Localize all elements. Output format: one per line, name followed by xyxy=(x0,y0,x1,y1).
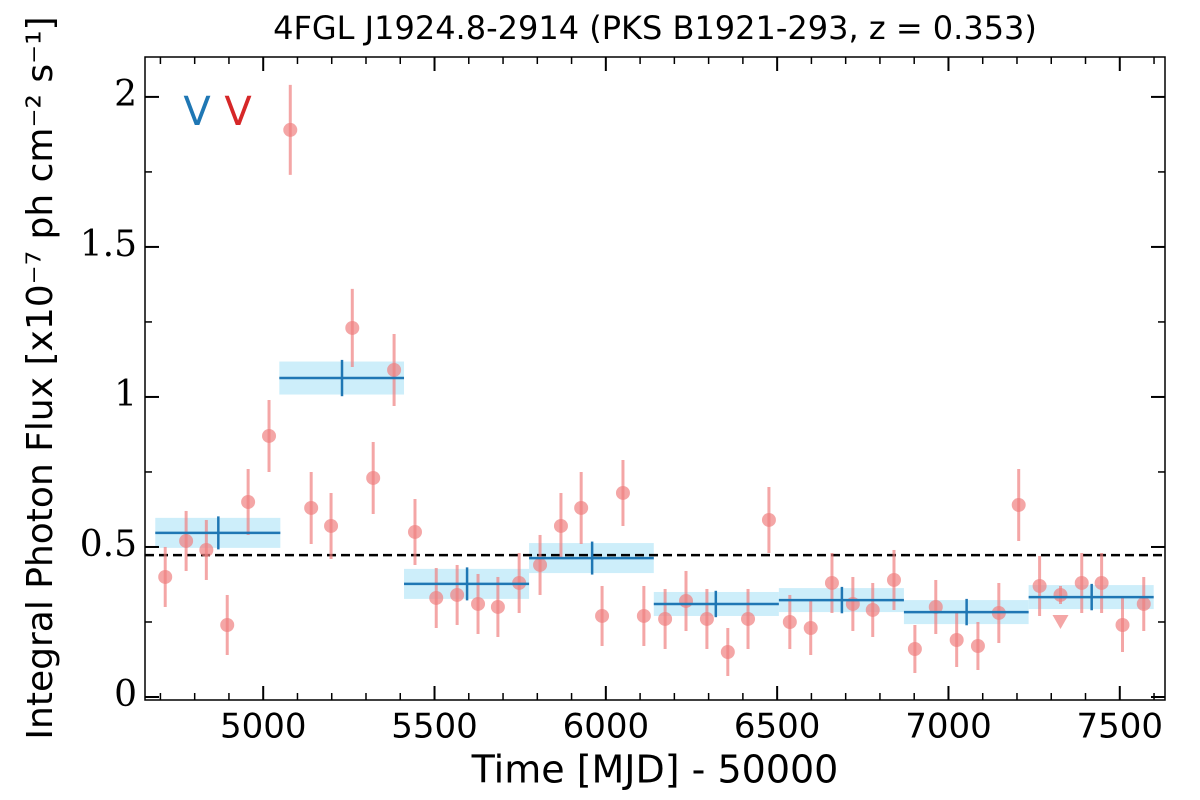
data-point xyxy=(158,569,173,584)
data-point xyxy=(220,617,235,632)
data-point xyxy=(699,611,714,626)
data-point xyxy=(615,485,630,500)
data-point xyxy=(387,362,402,377)
data-point xyxy=(1032,578,1047,593)
y-tick-label: 1.5 xyxy=(80,224,137,265)
data-point xyxy=(345,320,360,335)
data-point xyxy=(366,470,381,485)
data-point xyxy=(471,596,486,611)
data-point xyxy=(324,518,339,533)
data-point xyxy=(741,611,756,626)
data-point xyxy=(782,614,797,629)
data-point xyxy=(429,590,444,605)
data-point xyxy=(761,512,776,527)
x-tick-label: 6000 xyxy=(563,707,650,747)
y-tick-label: 2 xyxy=(114,74,137,115)
data-point xyxy=(407,524,422,539)
data-point xyxy=(886,572,901,587)
annotation: V xyxy=(224,89,252,135)
data-point xyxy=(907,641,922,656)
data-point xyxy=(658,611,673,626)
data-point xyxy=(865,602,880,617)
data-point xyxy=(1074,575,1089,590)
data-point xyxy=(1053,587,1068,602)
data-point xyxy=(1115,617,1130,632)
data-point xyxy=(970,638,985,653)
data-point xyxy=(679,593,694,608)
data-point xyxy=(490,599,505,614)
data-point xyxy=(553,518,568,533)
data-point xyxy=(241,494,256,509)
data-point xyxy=(533,557,548,572)
data-point xyxy=(199,542,214,557)
x-axis-label: Time [MJD] - 50000 xyxy=(471,748,839,792)
y-tick-label: 1 xyxy=(114,374,137,415)
data-point xyxy=(304,500,319,515)
data-point xyxy=(803,620,818,635)
data-point xyxy=(949,632,964,647)
upper-limit xyxy=(1052,614,1069,629)
annotation: V xyxy=(183,89,211,135)
data-point xyxy=(179,533,194,548)
data-point xyxy=(1011,497,1026,512)
data-point xyxy=(1094,575,1109,590)
x-tick-label: 6500 xyxy=(734,707,821,747)
data-point xyxy=(824,575,839,590)
data-point xyxy=(1136,596,1151,611)
y-tick-label: 0 xyxy=(114,674,137,715)
y-axis-label: Integral Photon Flux [x10⁻⁷ ph cm⁻² s⁻¹] xyxy=(20,16,61,739)
data-point xyxy=(720,644,735,659)
plot-frame xyxy=(144,56,1166,701)
y-tick-label: 0.5 xyxy=(80,524,137,565)
data-point xyxy=(595,608,610,623)
x-tick-label: 5000 xyxy=(220,707,307,747)
data-point xyxy=(450,587,465,602)
x-tick-label: 7000 xyxy=(905,707,992,747)
data-point xyxy=(574,500,589,515)
x-tick-label: 7500 xyxy=(1077,707,1164,747)
data-point xyxy=(283,122,298,137)
data-point xyxy=(636,608,651,623)
chart-title: 4FGL J1924.8-2914 (PKS B1921-293, z = 0.… xyxy=(273,9,1037,47)
x-tick-label: 5500 xyxy=(391,707,478,747)
data-point xyxy=(262,428,277,443)
data-point xyxy=(928,599,943,614)
